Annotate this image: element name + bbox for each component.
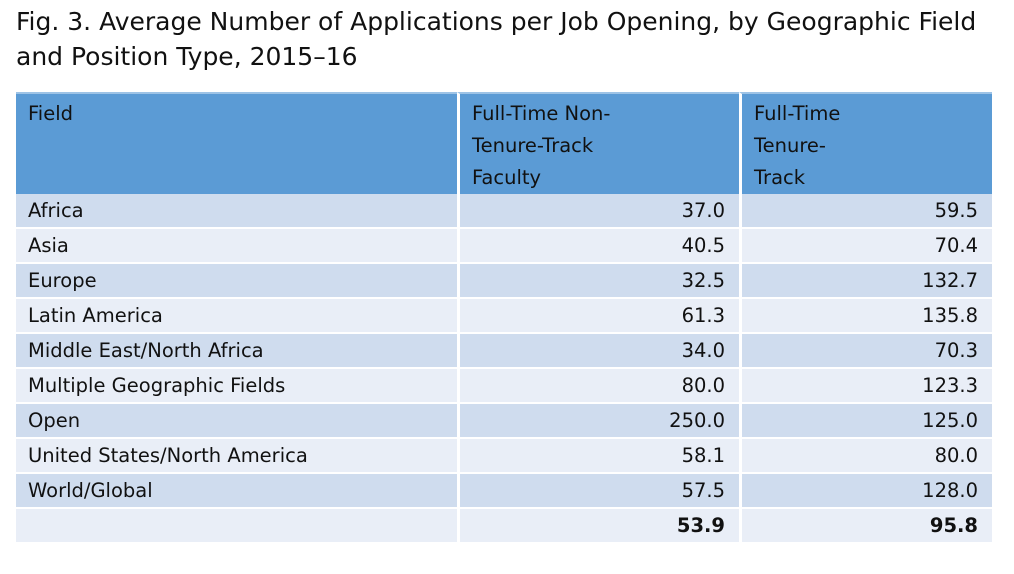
table-row: Latin America 61.3 135.8	[16, 299, 992, 334]
non-tenure-track-value: 61.3	[457, 299, 739, 334]
tenure-track-value: 80.0	[739, 439, 992, 474]
header-tt-line-1: Full-Time	[754, 102, 841, 125]
table-row: United States/North America 58.1 80.0	[16, 439, 992, 474]
table-row: Africa 37.0 59.5	[16, 194, 992, 229]
header-ntt-line-3: Faculty	[472, 166, 542, 189]
field-cell: Europe	[16, 264, 457, 299]
field-cell: Middle East/North Africa	[16, 334, 457, 369]
tenure-track-value: 128.0	[739, 474, 992, 509]
table-row: Asia 40.5 70.4	[16, 229, 992, 264]
data-table-container: Field Full-Time Non- Tenure-Track Facult…	[16, 92, 992, 544]
non-tenure-track-value: 37.0	[457, 194, 739, 229]
non-tenure-track-value: 40.5	[457, 229, 739, 264]
tenure-track-value: 70.4	[739, 229, 992, 264]
non-tenure-track-value: 57.5	[457, 474, 739, 509]
tenure-track-value: 123.3	[739, 369, 992, 404]
non-tenure-track-value: 34.0	[457, 334, 739, 369]
header-field-line: Field	[28, 102, 74, 125]
chart-title: Fig. 3. Average Number of Applications p…	[16, 7, 977, 71]
table-row: Middle East/North Africa 34.0 70.3	[16, 334, 992, 369]
table-row: World/Global 57.5 128.0	[16, 474, 992, 509]
non-tenure-track-value: 80.0	[457, 369, 739, 404]
field-cell: Multiple Geographic Fields	[16, 369, 457, 404]
tenure-track-value: 132.7	[739, 264, 992, 299]
field-cell: Asia	[16, 229, 457, 264]
tenure-track-value: 59.5	[739, 194, 992, 229]
header-tt-line-2: Tenure-	[754, 134, 826, 157]
total-non-tenure-track-value: 53.9	[457, 509, 739, 544]
field-cell: Open	[16, 404, 457, 439]
non-tenure-track-value: 32.5	[457, 264, 739, 299]
table-row: Europe 32.5 132.7	[16, 264, 992, 299]
total-row: 53.9 95.8	[16, 509, 992, 544]
header-ntt-line-2: Tenure-Track	[472, 134, 594, 157]
table-row: Multiple Geographic Fields 80.0 123.3	[16, 369, 992, 404]
field-cell: World/Global	[16, 474, 457, 509]
non-tenure-track-value: 250.0	[457, 404, 739, 439]
header-non-tenure-track: Full-Time Non- Tenure-Track Faculty	[457, 92, 739, 194]
non-tenure-track-value: 58.1	[457, 439, 739, 474]
header-row: Field Full-Time Non- Tenure-Track Facult…	[16, 92, 992, 194]
tenure-track-value: 70.3	[739, 334, 992, 369]
tenure-track-value: 135.8	[739, 299, 992, 334]
header-field: Field	[16, 92, 457, 194]
field-cell: United States/North America	[16, 439, 457, 474]
field-cell: Africa	[16, 194, 457, 229]
header-tt-line-3: Track	[754, 166, 806, 189]
total-tenure-track-value: 95.8	[739, 509, 992, 544]
header-tenure-track: Full-Time Tenure- Track	[739, 92, 992, 194]
total-label-cell	[16, 509, 457, 544]
table-row: Open 250.0 125.0	[16, 404, 992, 439]
header-ntt-line-1: Full-Time Non-	[472, 102, 611, 125]
tenure-track-value: 125.0	[739, 404, 992, 439]
field-cell: Latin America	[16, 299, 457, 334]
data-table: Field Full-Time Non- Tenure-Track Facult…	[16, 92, 992, 544]
